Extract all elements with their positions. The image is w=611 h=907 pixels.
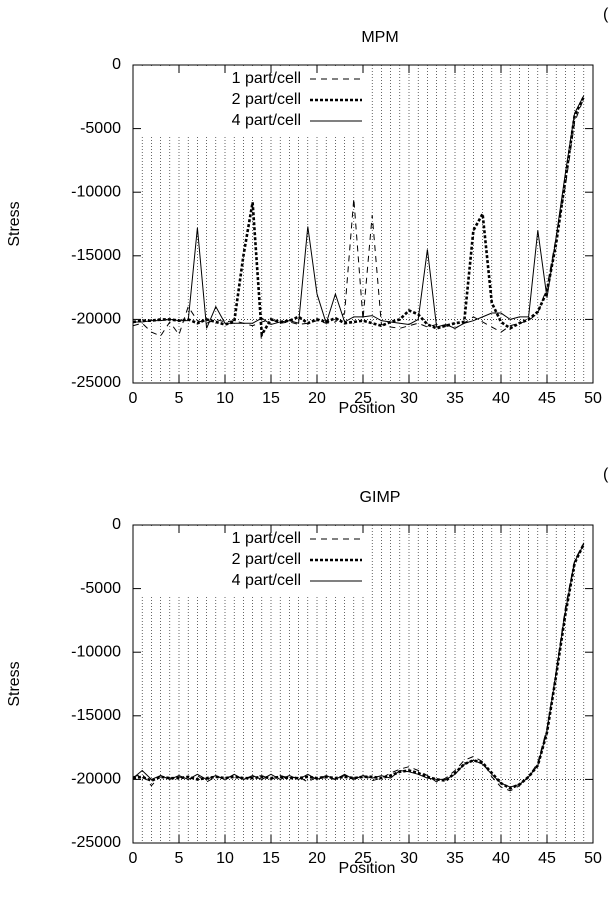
y-tick-label: -5000	[80, 580, 121, 597]
x-tick-label: 45	[538, 390, 556, 407]
subplot: 1 part/cell 2 part/cell 4 part/cell 0 5 10 15 2…	[6, 466, 609, 877]
y-tick-label: -10000	[71, 183, 121, 200]
x-tick-label: 40	[492, 850, 510, 867]
x-tick-label: 35	[446, 390, 464, 407]
x-tick-label: 5	[175, 390, 184, 407]
legend-label: 2 part/cell	[232, 551, 301, 568]
legend-label: 4 part/cell	[232, 112, 301, 129]
chart-title: GIMP	[360, 489, 401, 506]
x-tick-label: 5	[175, 850, 184, 867]
y-tick-label: -20000	[71, 311, 121, 328]
x-tick-label: 30	[400, 390, 418, 407]
series-line	[133, 95, 585, 329]
x-tick-label: 50	[584, 850, 602, 867]
x-tick-label: 50	[584, 390, 602, 407]
legend-label: 1 part/cell	[232, 70, 301, 87]
y-tick-label: -20000	[71, 771, 121, 788]
x-tick-label: 40	[492, 390, 510, 407]
y-tick-label: -15000	[71, 247, 121, 264]
annotation: (	[603, 6, 609, 23]
series-line	[132, 543, 585, 788]
y-tick-label: -10000	[71, 643, 121, 660]
x-tick-label: 15	[262, 850, 280, 867]
annotation: (	[603, 466, 609, 483]
series-line	[132, 542, 585, 792]
y-axis-label: Stress	[6, 201, 23, 246]
x-tick-label: 15	[262, 390, 280, 407]
x-tick-label: 20	[308, 390, 326, 407]
legend-label: 1 part/cell	[232, 530, 301, 547]
x-axis-label: Position	[339, 860, 396, 877]
y-tick-label: -25000	[71, 374, 121, 391]
subplot: 1 part/cell 2 part/cell 4 part/cell 0 5 10 15 2…	[6, 6, 609, 417]
y-tick-label: -25000	[71, 834, 121, 851]
y-tick-label: -5000	[80, 120, 121, 137]
x-tick-label: 45	[538, 850, 556, 867]
chart-title: MPM	[361, 29, 398, 46]
x-axis-label: Position	[339, 400, 396, 417]
y-axis-label: Stress	[6, 661, 23, 706]
y-tick-label: 0	[112, 516, 121, 533]
x-tick-label: 10	[216, 390, 234, 407]
legend-label: 4 part/cell	[232, 572, 301, 589]
series-line	[132, 543, 585, 790]
series-line	[132, 96, 585, 339]
x-tick-label: 25	[354, 390, 372, 407]
legend-label: 2 part/cell	[232, 91, 301, 108]
x-tick-label: 35	[446, 850, 464, 867]
x-tick-label: 0	[129, 850, 138, 867]
x-tick-label: 30	[400, 850, 418, 867]
x-tick-label: 10	[216, 850, 234, 867]
y-tick-label: 0	[112, 56, 121, 73]
x-tick-label: 20	[308, 850, 326, 867]
y-tick-label: -15000	[71, 707, 121, 724]
series-line	[132, 97, 585, 337]
x-tick-label: 0	[129, 390, 138, 407]
x-tick-label: 25	[354, 850, 372, 867]
